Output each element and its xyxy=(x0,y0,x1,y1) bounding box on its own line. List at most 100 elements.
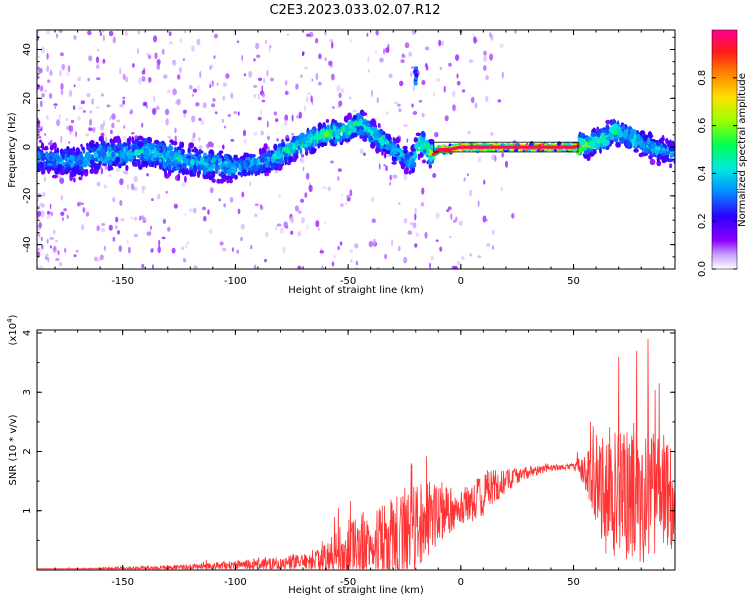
heatmap-cell xyxy=(209,66,212,70)
heatmap-cell xyxy=(376,266,380,269)
heatmap-cell xyxy=(346,194,351,199)
heatmap-cell xyxy=(122,142,128,148)
heatmap-cell xyxy=(253,158,258,166)
heatmap-cell xyxy=(483,50,487,56)
heatmap-cell xyxy=(243,161,248,170)
heatmap-cell xyxy=(265,40,268,44)
heatmap-cell xyxy=(151,161,155,168)
heatmap-cell xyxy=(389,182,391,186)
heatmap-cell xyxy=(108,174,111,177)
heatmap-cell xyxy=(593,149,597,155)
heatmap-cell xyxy=(207,141,213,148)
heatmap-cell xyxy=(619,136,626,144)
heatmap-cell xyxy=(54,106,57,109)
heatmap-cell xyxy=(78,166,84,171)
heatmap-cell xyxy=(421,113,425,118)
heatmap-cell xyxy=(141,263,145,269)
heatmap-cell xyxy=(209,228,213,235)
heatmap-cell xyxy=(68,151,71,156)
heatmap-cell xyxy=(274,171,278,174)
heatmap-cell xyxy=(264,167,271,172)
heatmap-cell xyxy=(299,139,303,146)
heatmap-cell xyxy=(233,154,238,159)
heatmap-cell xyxy=(397,103,401,107)
heatmap-cell xyxy=(654,145,660,151)
heatmap-cell xyxy=(153,95,156,103)
heatmap-cell xyxy=(298,111,302,119)
heatmap-cell xyxy=(126,183,129,190)
heatmap-cell xyxy=(286,33,289,36)
heatmap-cell xyxy=(403,124,408,127)
heatmap-cell xyxy=(370,196,375,203)
heatmap-cell xyxy=(350,132,356,139)
y-tick-label: 2 xyxy=(22,448,33,454)
heatmap-cell xyxy=(243,73,246,77)
heatmap-cell xyxy=(122,161,126,166)
heatmap-cell xyxy=(473,36,477,44)
heatmap-cell xyxy=(264,160,270,168)
heatmap-cell xyxy=(38,67,43,74)
heatmap-cell xyxy=(116,137,121,143)
heatmap-cell xyxy=(414,66,419,70)
heatmap-cell xyxy=(418,99,423,103)
heatmap-cell xyxy=(249,181,252,186)
heatmap-cell xyxy=(132,162,137,167)
heatmap-cell xyxy=(280,142,286,148)
heatmap-cell xyxy=(169,151,176,158)
heatmap-cell xyxy=(365,123,371,127)
heatmap-cell xyxy=(230,92,234,99)
heatmap-cell xyxy=(250,154,253,159)
heatmap-cell xyxy=(389,174,392,181)
heatmap-cell xyxy=(179,66,182,74)
x-tick-label: 50 xyxy=(567,577,580,588)
heatmap-cell xyxy=(660,143,664,150)
heatmap-cell xyxy=(455,54,460,61)
heatmap-cell xyxy=(142,138,149,145)
heatmap-cell xyxy=(647,131,653,139)
heatmap-cell xyxy=(46,115,49,120)
heatmap-cell xyxy=(155,105,160,111)
heatmap-cell xyxy=(649,158,656,166)
heatmap-cell xyxy=(669,139,672,147)
heatmap-cell xyxy=(400,161,405,170)
heatmap-cell xyxy=(118,245,123,253)
heatmap-cell xyxy=(180,141,185,148)
heatmap-cell xyxy=(64,163,70,168)
heatmap-cell xyxy=(198,117,202,121)
heatmap-cell xyxy=(255,42,260,50)
heatmap-cell xyxy=(257,116,262,121)
heatmap-cell xyxy=(42,203,45,208)
heatmap-cell xyxy=(425,143,431,148)
heatmap-cell xyxy=(412,84,416,92)
heatmap-cell xyxy=(192,207,197,214)
heatmap-cell xyxy=(218,157,223,162)
heatmap-cell xyxy=(425,66,429,71)
heatmap-cell xyxy=(443,85,446,93)
heatmap-cell xyxy=(404,154,410,160)
heatmap-cell xyxy=(384,253,388,260)
heatmap-cell xyxy=(403,256,408,264)
heatmap-cell xyxy=(207,209,210,216)
heatmap-cell xyxy=(306,172,310,180)
heatmap-cell xyxy=(173,203,178,209)
heatmap-cell xyxy=(662,152,666,157)
heatmap-cell xyxy=(398,246,401,252)
heatmap-cell xyxy=(331,261,335,267)
heatmap-cell xyxy=(609,126,614,134)
heatmap-cell xyxy=(631,138,635,146)
snr-panel: -150 -100 -50 0 50 1 2 3 4 Height of straight li… xyxy=(6,314,676,596)
heatmap-cell xyxy=(61,152,65,159)
heatmap-cell xyxy=(380,139,385,147)
heatmap-cell xyxy=(49,237,54,240)
heatmap-cell xyxy=(398,108,402,113)
heatmap-cell xyxy=(600,132,606,138)
heatmap-cell xyxy=(46,30,50,35)
heatmap-cell xyxy=(505,160,508,168)
heatmap-cell xyxy=(98,135,105,142)
heatmap-cell xyxy=(153,35,158,43)
heatmap-cell xyxy=(78,106,83,110)
heatmap-cell xyxy=(81,224,84,231)
heatmap-cell xyxy=(112,236,116,242)
heatmap-cell xyxy=(128,136,132,142)
heatmap-cell xyxy=(290,230,294,235)
